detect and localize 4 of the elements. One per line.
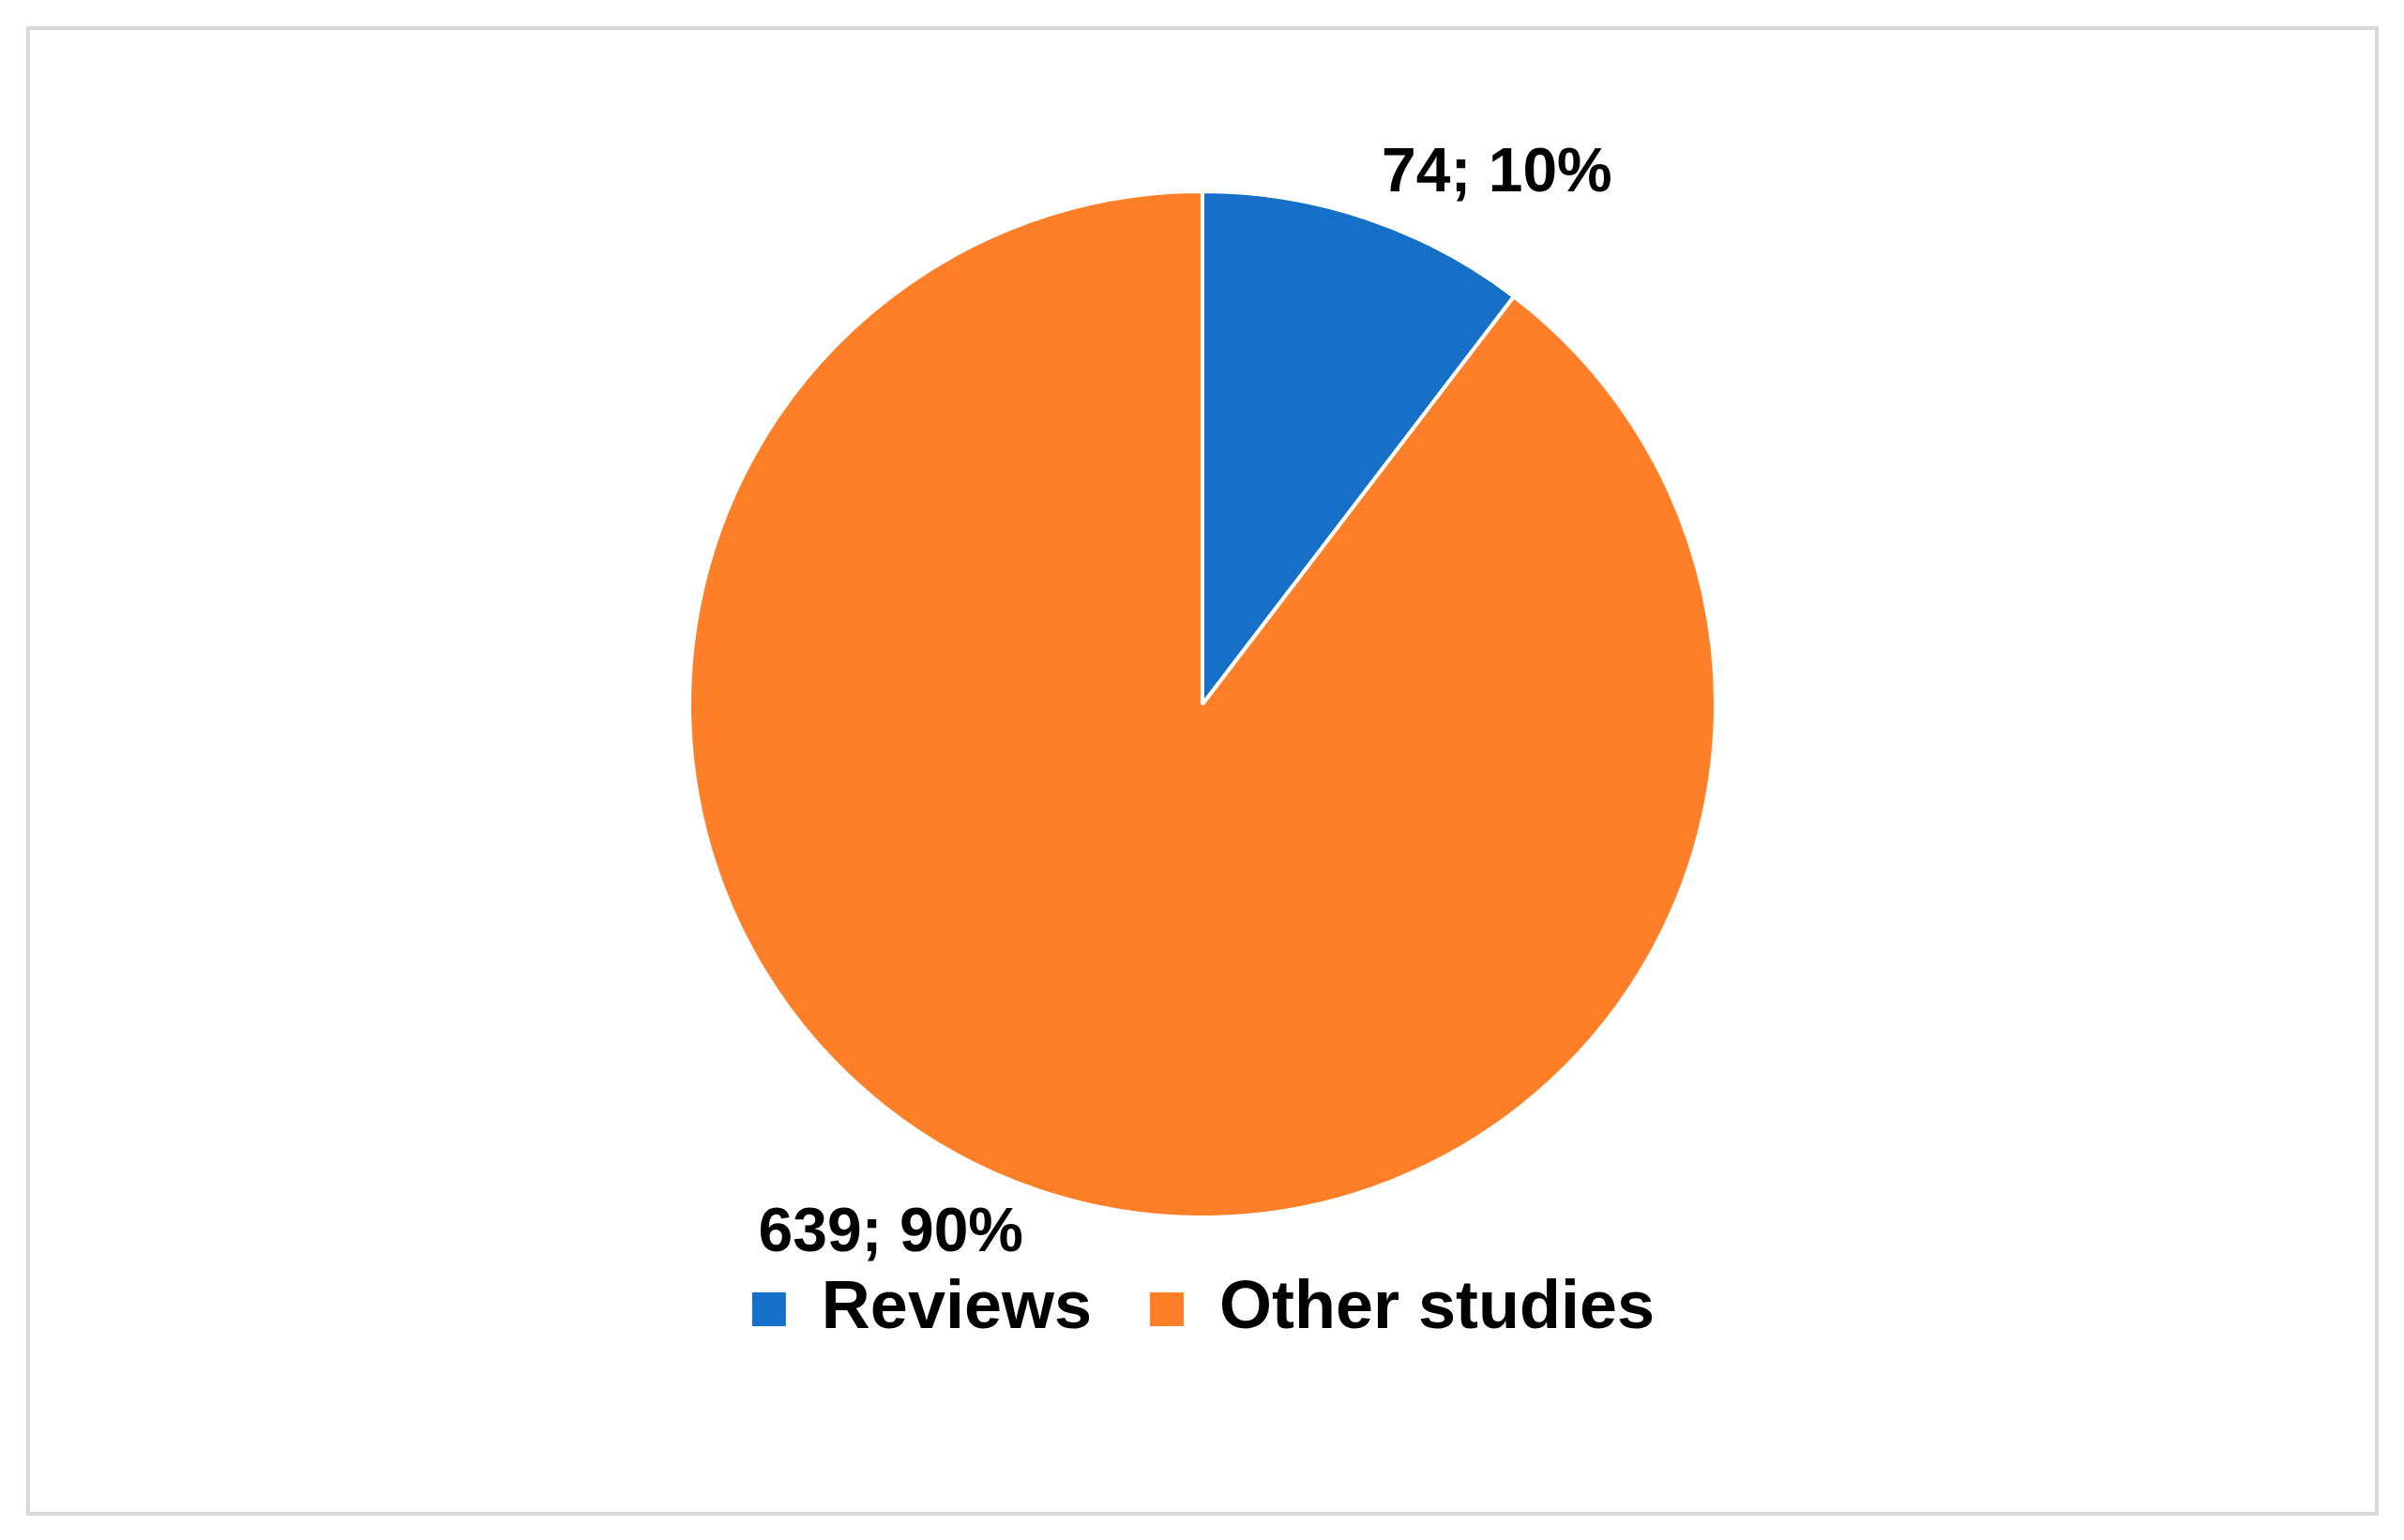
data-label: 74; 10% [1381, 135, 1612, 205]
legend-label: Other studies [1219, 1266, 1656, 1342]
legend-label: Reviews [821, 1266, 1093, 1342]
data-label: 639; 90% [758, 1195, 1024, 1265]
